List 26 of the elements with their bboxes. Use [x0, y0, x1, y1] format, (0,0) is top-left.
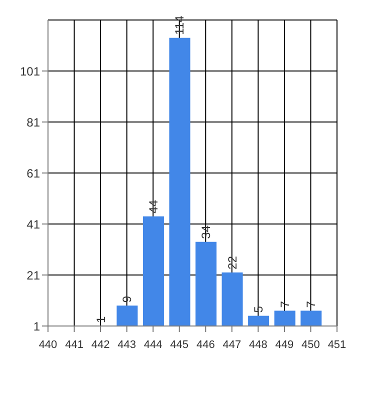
x-tick-label: 442	[91, 339, 110, 351]
x-tick-label: 447	[222, 339, 242, 351]
x-tick-label: 451	[328, 339, 346, 351]
data-label: 9	[120, 296, 134, 303]
x-tick-label: 448	[249, 339, 268, 351]
data-label: 34	[199, 225, 214, 239]
x-tick-label: 440	[38, 339, 58, 351]
data-label: 5	[252, 306, 266, 313]
data-label: 114	[172, 15, 187, 35]
x-tick-label: 446	[196, 339, 215, 351]
y-tick-label: 101	[20, 64, 40, 78]
y-tick-label: 61	[26, 166, 40, 180]
y-tick-label: 81	[26, 115, 40, 130]
data-label: 7	[278, 300, 292, 308]
x-tick-label: 443	[118, 339, 136, 351]
y-tick-label: 1	[33, 319, 40, 334]
data-label: 1	[94, 316, 108, 323]
x-tick-label: 444	[144, 339, 162, 351]
y-tick-label: 21	[26, 268, 40, 282]
data-label: 7	[304, 300, 318, 308]
x-tick-label: 441	[65, 339, 84, 351]
y-tick-label: 41	[26, 217, 40, 232]
x-tick-label: 450	[302, 339, 320, 351]
x-tick-label: 449	[275, 339, 294, 351]
x-tick-label: 445	[170, 339, 189, 351]
data-label: 22	[225, 256, 240, 270]
